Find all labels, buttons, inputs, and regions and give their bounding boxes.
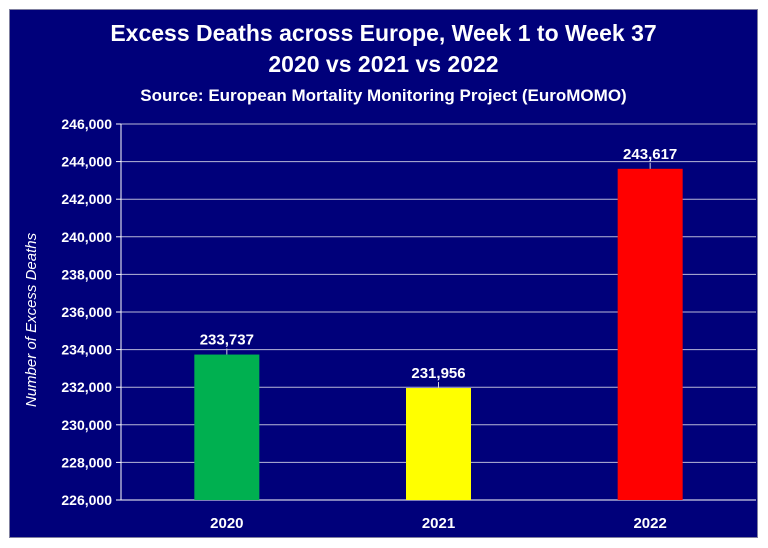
y-tick-label: 244,000 <box>61 154 112 170</box>
bar-2022 <box>617 168 683 500</box>
y-tick-label: 242,000 <box>61 191 112 207</box>
x-tick-label-2020: 2020 <box>210 515 243 532</box>
y-tick-label: 240,000 <box>61 229 112 245</box>
y-tick-label: 246,000 <box>61 116 112 132</box>
y-tick-label: 232,000 <box>61 379 112 395</box>
chart-panel: Excess Deaths across Europe, Week 1 to W… <box>9 9 758 538</box>
chart-subtitle: Source: European Mortality Monitoring Pr… <box>140 86 627 105</box>
y-tick-label: 238,000 <box>61 266 112 282</box>
bar-2020 <box>194 354 260 500</box>
data-label-2021: 231,956 <box>411 365 465 382</box>
y-tick-label: 228,000 <box>61 454 112 470</box>
y-tick-label: 230,000 <box>61 417 112 433</box>
plot-area: 226,000 228,000 230,000 232,000 234,000 236,0… <box>61 116 756 532</box>
bar-2021 <box>406 388 471 500</box>
chart-title: Excess Deaths across Europe, Week 1 to W… <box>110 20 657 46</box>
y-tick-label: 236,000 <box>61 304 112 320</box>
y-tick-label: 226,000 <box>61 492 112 508</box>
data-label-2022: 243,617 <box>623 146 677 163</box>
x-tick-label-2022: 2022 <box>633 515 666 532</box>
data-label-2020: 233,737 <box>200 332 254 349</box>
chart-title-line2: 2020 vs 2021 vs 2022 <box>268 51 499 77</box>
y-tick-label: 234,000 <box>61 342 112 358</box>
x-tick-label-2021: 2021 <box>422 515 455 532</box>
